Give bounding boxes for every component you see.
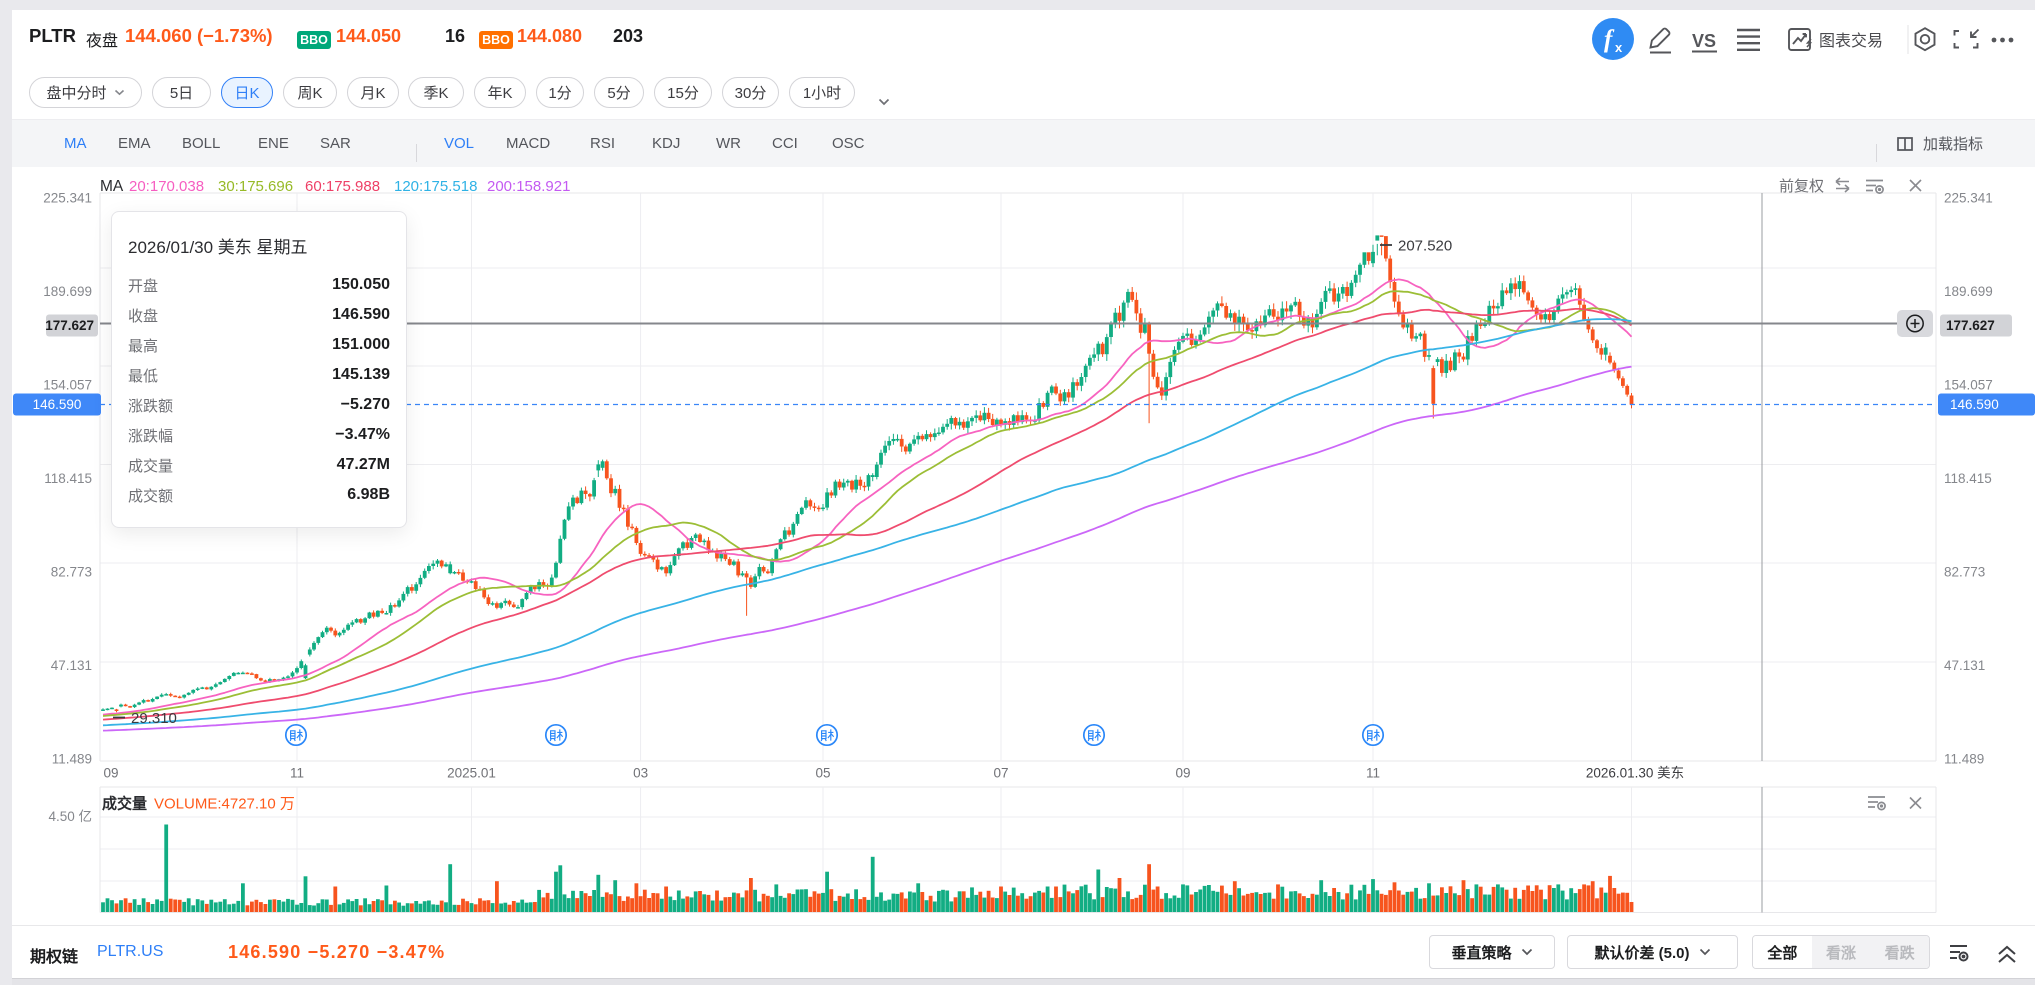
svg-text:146.590: 146.590 bbox=[1950, 397, 1999, 412]
svg-text:225.341: 225.341 bbox=[43, 191, 92, 206]
svg-text:2025.01: 2025.01 bbox=[447, 766, 496, 781]
svg-text:118.415: 118.415 bbox=[1944, 471, 1992, 486]
svg-text:图表交易: 图表交易 bbox=[1819, 32, 1883, 50]
svg-text:118.415: 118.415 bbox=[44, 471, 92, 486]
svg-text:f: f bbox=[1604, 26, 1615, 53]
svg-text:VS: VS bbox=[1692, 31, 1716, 51]
svg-text:11.489: 11.489 bbox=[52, 752, 92, 767]
svg-text:154.057: 154.057 bbox=[1944, 378, 1993, 393]
svg-text:11.489: 11.489 bbox=[1944, 752, 1984, 767]
svg-text:47.131: 47.131 bbox=[1944, 658, 1985, 673]
svg-text:2026.01.30 美东: 2026.01.30 美东 bbox=[1586, 766, 1684, 781]
svg-text:146.590: 146.590 bbox=[33, 397, 82, 412]
svg-text:154.057: 154.057 bbox=[43, 378, 92, 393]
svg-text:29.310: 29.310 bbox=[131, 710, 177, 727]
svg-text:225.341: 225.341 bbox=[1944, 191, 1993, 206]
svg-text:82.773: 82.773 bbox=[51, 565, 92, 580]
svg-text:177.627: 177.627 bbox=[45, 318, 94, 333]
svg-text:120:175.518: 120:175.518 bbox=[394, 178, 477, 195]
svg-text:11: 11 bbox=[1366, 766, 1380, 781]
svg-text:09: 09 bbox=[1175, 766, 1190, 781]
svg-text:05: 05 bbox=[815, 766, 830, 781]
svg-text:MA: MA bbox=[100, 178, 124, 195]
svg-text:07: 07 bbox=[993, 766, 1008, 781]
svg-text:成交量: 成交量 bbox=[102, 795, 147, 813]
svg-text:30:175.696: 30:175.696 bbox=[218, 178, 293, 195]
svg-text:200:158.921: 200:158.921 bbox=[487, 178, 570, 195]
svg-text:4.50 亿: 4.50 亿 bbox=[48, 809, 92, 824]
svg-text:177.627: 177.627 bbox=[1946, 318, 1995, 333]
svg-text:x: x bbox=[1615, 40, 1623, 55]
svg-text:189.699: 189.699 bbox=[43, 284, 92, 299]
svg-text:11: 11 bbox=[290, 766, 304, 781]
svg-text:189.699: 189.699 bbox=[1944, 284, 1993, 299]
svg-text:前复权: 前复权 bbox=[1779, 177, 1824, 195]
svg-text:03: 03 bbox=[633, 766, 648, 781]
svg-text:09: 09 bbox=[103, 766, 118, 781]
svg-text:60:175.988: 60:175.988 bbox=[305, 178, 380, 195]
svg-text:47.131: 47.131 bbox=[51, 658, 92, 673]
svg-text:VOLUME:4727.10 万: VOLUME:4727.10 万 bbox=[154, 796, 295, 813]
svg-text:207.520: 207.520 bbox=[1398, 238, 1452, 255]
svg-text:82.773: 82.773 bbox=[1944, 565, 1985, 580]
svg-text:20:170.038: 20:170.038 bbox=[129, 178, 204, 195]
